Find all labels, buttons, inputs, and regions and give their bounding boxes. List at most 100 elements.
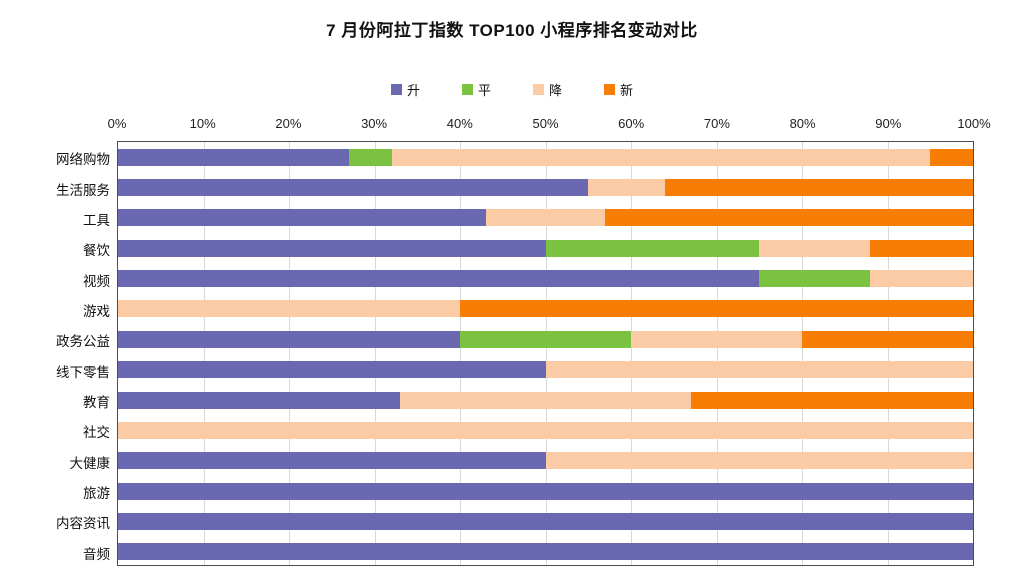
x-tick-label: 30%	[361, 116, 388, 131]
gridline	[289, 142, 290, 565]
legend-item: 新	[604, 80, 633, 99]
bar-segment-新	[690, 391, 973, 409]
bar-segment-新	[605, 209, 973, 227]
bar-row	[118, 209, 973, 227]
bar-row	[118, 300, 973, 318]
category-label: 旅游	[83, 486, 110, 502]
bar-segment-升	[118, 391, 401, 409]
bar-segment-升	[118, 239, 546, 257]
legend-label: 降	[549, 83, 563, 98]
legend-item: 升	[390, 80, 420, 99]
bar-row	[118, 543, 973, 561]
gridline	[203, 142, 205, 565]
gridline	[887, 142, 889, 565]
x-tick-label: 100%	[957, 116, 991, 131]
bar-segment-降	[545, 361, 973, 379]
category-label: 教育	[83, 395, 110, 411]
bar-segment-升	[118, 179, 589, 197]
bar-segment-降	[631, 330, 802, 348]
legend-swatch-icon	[461, 84, 473, 95]
category-label: 视频	[83, 273, 110, 289]
bar-segment-升	[118, 452, 546, 470]
bar-segment-降	[870, 270, 973, 288]
bar-segment-降	[118, 421, 973, 439]
bar-row	[118, 421, 973, 439]
bar-row	[118, 148, 973, 166]
category-label: 政务公益	[56, 334, 110, 350]
bar-segment-升	[118, 543, 973, 561]
x-tick-label: 10%	[189, 116, 216, 131]
category-label: 餐饮	[83, 243, 110, 259]
x-tick-label: 40%	[446, 116, 473, 131]
category-label: 游戏	[83, 303, 110, 319]
gridline	[374, 142, 376, 565]
legend-swatch-icon	[533, 84, 544, 95]
x-tick-label: 50%	[532, 116, 559, 131]
category-label: 网络购物	[56, 152, 110, 168]
bar-row	[118, 270, 973, 288]
bar-segment-平	[759, 270, 871, 288]
legend-label: 升	[406, 83, 420, 98]
legend-label: 平	[477, 83, 491, 98]
bar-segment-新	[665, 179, 973, 197]
legend-label: 新	[620, 83, 634, 98]
category-label: 内容资讯	[56, 516, 110, 532]
bar-segment-降	[485, 209, 606, 227]
y-axis-category-labels: 网络购物生活服务工具餐饮视频游戏政务公益线下零售教育社交大健康旅游内容资讯音频	[0, 141, 110, 566]
bar-segment-降	[588, 179, 666, 197]
gridline	[631, 142, 632, 565]
bar-row	[118, 391, 973, 409]
bar-segment-升	[118, 330, 460, 348]
x-axis-ticks: 0% 10% 20% 30% 40% 50% 60% 70% 80% 90% 100%	[108, 116, 991, 132]
x-tick-label: 70%	[703, 116, 730, 131]
category-label: 生活服务	[56, 182, 110, 198]
bar-segment-降	[391, 148, 931, 166]
bar-segment-降	[400, 391, 691, 409]
x-tick-label: 90%	[875, 116, 902, 131]
bar-segment-升	[118, 482, 973, 500]
bar-segment-升	[118, 512, 973, 530]
bar-segment-平	[348, 148, 392, 166]
category-label: 音频	[83, 546, 110, 562]
legend-item: 平	[461, 80, 491, 99]
bar-row	[118, 452, 973, 470]
bar-segment-新	[460, 300, 973, 318]
bar-segment-平	[545, 239, 760, 257]
category-label: 线下零售	[56, 364, 110, 380]
plot-area	[117, 141, 974, 566]
bar-row	[118, 179, 973, 197]
bar-segment-升	[118, 361, 546, 379]
bar-segment-升	[118, 148, 349, 166]
bar-segment-平	[460, 330, 631, 348]
gridline	[716, 142, 718, 565]
chart-legend: 升平降新	[0, 80, 1024, 99]
bar-segment-升	[118, 270, 760, 288]
chart-title: 7 月份阿拉丁指数 TOP100 小程序排名变动对比	[326, 21, 698, 40]
bar-row	[118, 482, 973, 500]
category-label: 工具	[83, 212, 110, 228]
bar-segment-降	[545, 452, 973, 470]
gridline	[545, 142, 547, 565]
category-label: 社交	[83, 425, 110, 441]
bar-row	[118, 239, 973, 257]
legend-swatch-icon	[390, 84, 402, 95]
bar-row	[118, 361, 973, 379]
bar-segment-降	[118, 300, 460, 318]
bar-row	[118, 330, 973, 348]
bar-segment-升	[118, 209, 486, 227]
x-tick-label: 80%	[789, 116, 816, 131]
bar-segment-新	[930, 148, 973, 166]
x-tick-label: 60%	[618, 116, 645, 131]
bar-segment-新	[870, 239, 973, 257]
bar-segment-降	[759, 239, 871, 257]
bar-segment-新	[802, 330, 973, 348]
x-tick-label: 0%	[107, 116, 127, 131]
bar-row	[118, 512, 973, 530]
legend-swatch-icon	[604, 84, 616, 95]
x-tick-label: 20%	[275, 116, 302, 131]
gridline	[460, 142, 461, 565]
category-label: 大健康	[69, 455, 111, 471]
legend-item: 降	[533, 80, 562, 99]
gridline	[802, 142, 803, 565]
